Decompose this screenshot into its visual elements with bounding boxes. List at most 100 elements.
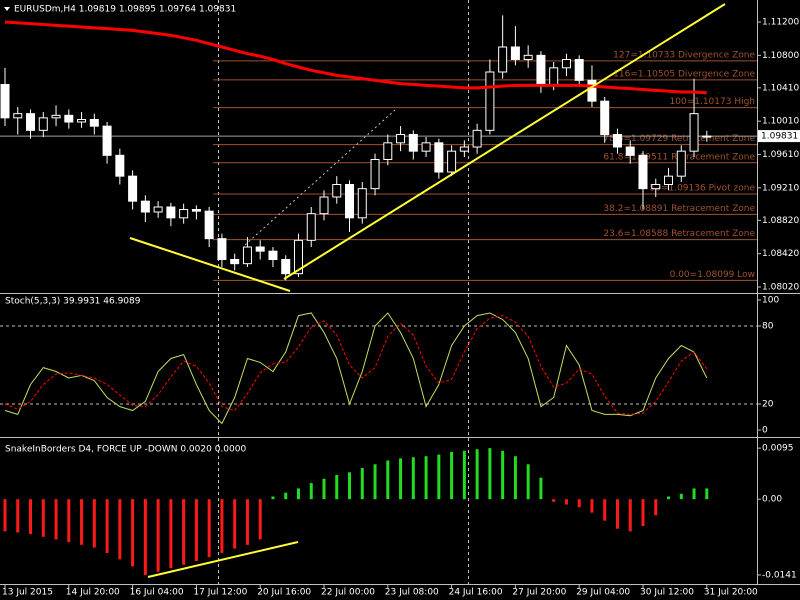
y-tick-label: 1.09610 xyxy=(762,150,799,160)
candle-body xyxy=(0,84,10,119)
candle-body xyxy=(13,113,23,119)
candle-body xyxy=(510,46,520,60)
candle-body xyxy=(587,79,597,102)
trend-line xyxy=(283,3,726,280)
candle-body xyxy=(38,117,48,131)
candle-body xyxy=(64,114,74,123)
candle-body xyxy=(77,119,87,123)
x-tick-label: 17 Jul 12:00 xyxy=(193,588,247,598)
candle-body xyxy=(447,150,457,173)
x-tick-label: 22 Jul 00:00 xyxy=(321,588,375,598)
candle-body xyxy=(115,154,125,177)
y-tick-label: 1.11200 xyxy=(762,18,799,28)
y-tick-label: 100 xyxy=(762,295,779,305)
period-separators xyxy=(218,0,469,584)
candle-body xyxy=(357,188,367,219)
x-tick-label: 27 Jul 20:00 xyxy=(512,588,566,598)
candle-body xyxy=(242,246,252,265)
x-tick-label: 16 Jul 04:00 xyxy=(130,588,184,598)
fibo-label: 0.00=1.08099 Low xyxy=(670,270,755,280)
candle-body xyxy=(625,146,635,156)
pane-frame xyxy=(0,0,800,585)
y-tick-label: 1.08420 xyxy=(762,249,799,259)
y-tick-label: 1.09210 xyxy=(762,183,799,193)
candle-body xyxy=(651,184,661,190)
y-tick-label: 1.08820 xyxy=(762,216,799,226)
candle-body xyxy=(204,210,214,240)
x-tick-label: 20 Jul 16:00 xyxy=(257,588,311,598)
current-price-box xyxy=(758,130,800,143)
candle-body xyxy=(102,125,112,156)
candle-body xyxy=(306,213,316,241)
fibo-label: 23.6=1.08588 Retracement Zone xyxy=(603,229,755,239)
y-tick-label: 1.10010 xyxy=(762,117,799,127)
x-tick-label: 14 Jul 20:00 xyxy=(66,588,120,598)
candle-body xyxy=(281,259,291,275)
fibo-trendline xyxy=(244,109,396,246)
candle-body xyxy=(485,71,495,131)
candle-body xyxy=(89,119,99,127)
candle-body xyxy=(128,175,138,202)
trend-lines xyxy=(129,3,726,578)
x-tick-label: 31 Jul 20:00 xyxy=(704,588,758,598)
candle-body xyxy=(421,142,431,152)
candle-body xyxy=(217,238,227,261)
candle-body xyxy=(561,59,571,69)
candle-body xyxy=(676,150,686,177)
stoch-line xyxy=(4,315,708,415)
candle-body xyxy=(191,209,201,212)
x-tick-label: 30 Jul 12:00 xyxy=(640,588,694,598)
candle-body xyxy=(638,154,648,190)
plot-content: 1.11200 1.10800 1.10410 1.10010 1.09610 1.092… xyxy=(0,15,800,598)
candle-body xyxy=(612,134,622,148)
candle-body xyxy=(434,142,444,173)
trend-line xyxy=(147,541,299,578)
candle-body xyxy=(51,114,61,119)
candle-body xyxy=(498,46,508,73)
candle-body xyxy=(255,246,265,252)
fibo-label: 78.6=1.09729 Retracement Zone xyxy=(603,134,755,144)
current-price-label: 1.09831 xyxy=(761,132,798,142)
candle-body xyxy=(153,206,163,213)
candle-body xyxy=(179,209,189,219)
y-tick-label: 0 xyxy=(762,426,768,436)
candle-body xyxy=(319,196,329,215)
candle-body xyxy=(549,67,559,86)
y-tick-label: 20 xyxy=(762,400,774,410)
chart-title: EURUSDm,H4 1.09819 1.09895 1.09764 1.098… xyxy=(14,5,236,15)
candle-body xyxy=(383,142,393,160)
candle-body xyxy=(293,239,303,275)
x-tick-label: 24 Jul 16:00 xyxy=(449,588,503,598)
moving-average xyxy=(4,20,707,95)
indicator-title: SnakeInBorders D4, FORCE UP -DOWN 0.0020… xyxy=(5,445,246,455)
candle-body xyxy=(408,134,418,152)
candle-body xyxy=(536,54,546,85)
y-tick-label: 0.0095 xyxy=(762,444,794,454)
fibo-label: 50=1.09136 Pivot zone xyxy=(650,184,756,194)
fibo-label: 38.2=1.08891 Retracement Zone xyxy=(603,204,755,214)
candle-body xyxy=(600,100,610,135)
candle-body xyxy=(523,54,533,60)
fibo-label: 116=1.10505 Divergence Zone xyxy=(613,69,755,79)
y-tick-label: 1.08020 xyxy=(762,283,799,293)
menu-triangle[interactable] xyxy=(4,7,10,11)
y-tick-label: 1.10410 xyxy=(762,83,799,93)
fibo-label: 127=1.10733 Divergence Zone xyxy=(613,50,755,60)
stoch-title: Stoch(5,3,3) 39.9931 46.9089 xyxy=(5,297,141,307)
candle-body xyxy=(574,59,584,81)
y-tick-label: 80 xyxy=(762,321,774,331)
candle-body xyxy=(702,135,712,138)
candle-body xyxy=(345,184,355,219)
x-tick-label: 29 Jul 04:00 xyxy=(576,588,630,598)
candle-body xyxy=(268,250,278,261)
fibo-label: 100=1.10173 High xyxy=(670,97,755,107)
y-tick-label: 1.10800 xyxy=(762,51,799,61)
x-tick-label: 13 Jul 2015 xyxy=(2,588,53,598)
trend-line xyxy=(129,237,291,292)
stoch-line xyxy=(4,312,708,425)
candle-body xyxy=(332,184,342,198)
candle-body xyxy=(472,129,482,148)
candle-body xyxy=(459,146,469,152)
y-tick-label: 0.00 xyxy=(762,495,782,505)
candle-body xyxy=(230,259,240,265)
